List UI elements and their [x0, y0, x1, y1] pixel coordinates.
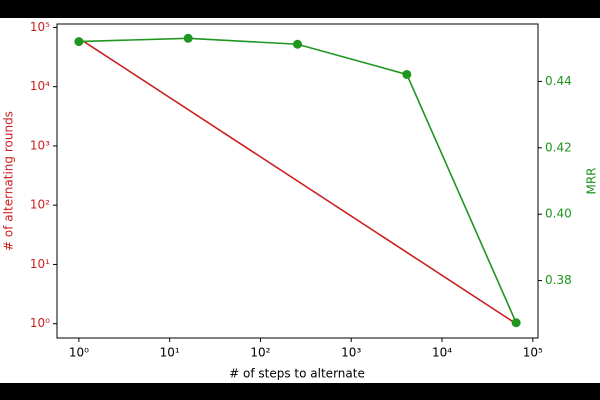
series-marker: [511, 318, 521, 328]
x-tick-label: 10⁰: [69, 346, 89, 360]
y-tick-label: 10⁵: [30, 20, 50, 34]
x-tick-label: 10⁵: [523, 346, 543, 360]
x-tick-label: 10¹: [160, 346, 180, 360]
y2-tick-label: 0.42: [545, 140, 572, 154]
series-marker: [293, 39, 303, 49]
y-tick-label: 10³: [30, 138, 50, 152]
y-tick-label: 10⁴: [30, 79, 50, 93]
y-tick-label: 10²: [30, 198, 50, 212]
plot-frame: [56, 23, 539, 339]
letterbox-bottom: [0, 383, 600, 400]
series-marker: [402, 69, 412, 79]
y-axis-label: # of alternating rounds: [2, 111, 16, 251]
x-tick-label: 10³: [341, 346, 361, 360]
y2-axis-label: MRR: [585, 167, 599, 194]
y2-tick-label: 0.44: [545, 74, 572, 88]
series-line: [78, 37, 517, 325]
x-axis-label: # of steps to alternate: [229, 367, 365, 381]
y2-tick-label: 0.38: [545, 273, 572, 287]
series-marker: [183, 33, 193, 43]
x-tick-label: 10²: [250, 346, 270, 360]
y-tick-label: 10¹: [30, 257, 50, 271]
series-marker: [74, 37, 84, 47]
x-tick-label: 10⁴: [432, 346, 452, 360]
y2-tick-label: 0.40: [545, 207, 572, 221]
letterbox-top: [0, 0, 600, 18]
y-tick-label: 10⁰: [30, 316, 50, 330]
